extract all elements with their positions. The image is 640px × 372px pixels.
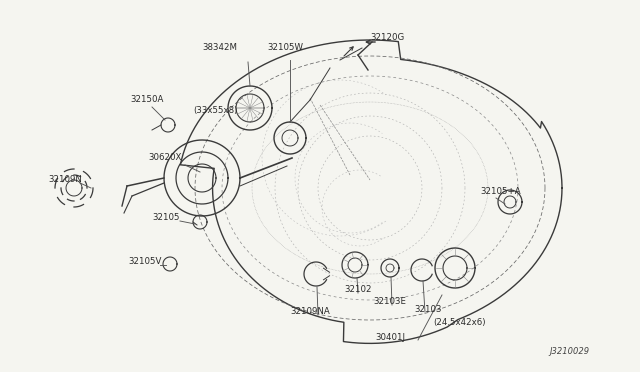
Text: 32109NA: 32109NA [290,308,330,317]
Text: 32105: 32105 [152,214,179,222]
Text: 30401J: 30401J [375,334,405,343]
Text: J3210029: J3210029 [550,347,590,356]
Text: 32102: 32102 [344,285,372,295]
Text: (33x55x8): (33x55x8) [193,106,237,115]
Text: 30620X: 30620X [148,154,181,163]
Text: 38342M: 38342M [202,44,237,52]
Text: 32103: 32103 [414,305,442,314]
Text: 32150A: 32150A [130,96,163,105]
Text: 32109N: 32109N [48,176,82,185]
Text: 32105W: 32105W [267,44,303,52]
Text: 32103E: 32103E [374,298,406,307]
Text: (24.5x42x6): (24.5x42x6) [434,317,486,327]
Text: 32105+A: 32105+A [480,187,520,196]
Text: 32120G: 32120G [370,33,404,42]
Text: 32105V: 32105V [128,257,161,266]
